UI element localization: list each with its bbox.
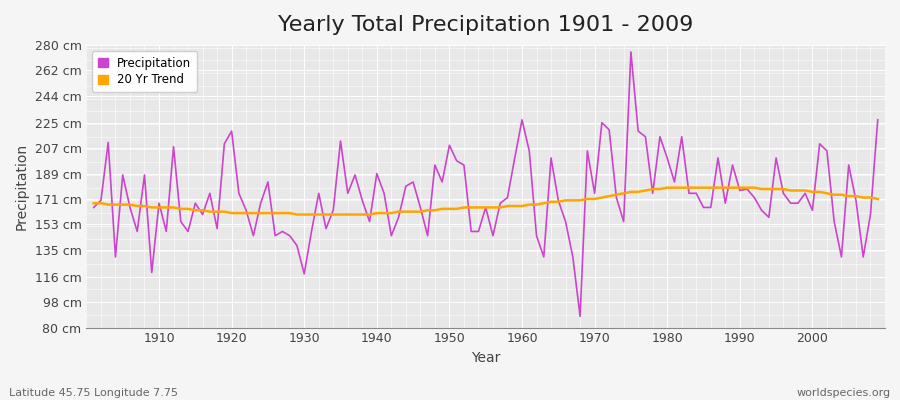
Legend: Precipitation, 20 Yr Trend: Precipitation, 20 Yr Trend: [93, 51, 197, 92]
20 Yr Trend: [357, 212, 368, 217]
Precipitation: [611, 195, 622, 200]
20 Yr Trend: [313, 212, 324, 217]
Line: 20 Yr Trend: 20 Yr Trend: [94, 188, 878, 214]
Precipitation: [575, 314, 586, 319]
X-axis label: Year: Year: [471, 351, 500, 365]
Precipitation: [626, 50, 636, 54]
20 Yr Trend: [517, 204, 527, 208]
20 Yr Trend: [292, 212, 302, 217]
Precipitation: [88, 205, 99, 210]
20 Yr Trend: [88, 201, 99, 206]
Precipitation: [872, 118, 883, 122]
Line: Precipitation: Precipitation: [94, 52, 878, 316]
Precipitation: [306, 229, 317, 234]
20 Yr Trend: [524, 202, 535, 207]
Precipitation: [509, 156, 520, 160]
20 Yr Trend: [662, 185, 672, 190]
Text: worldspecies.org: worldspecies.org: [796, 388, 891, 398]
Precipitation: [147, 270, 158, 275]
Text: Latitude 45.75 Longitude 7.75: Latitude 45.75 Longitude 7.75: [9, 388, 178, 398]
Precipitation: [517, 118, 527, 122]
Y-axis label: Precipitation: Precipitation: [15, 143, 29, 230]
20 Yr Trend: [147, 205, 158, 210]
20 Yr Trend: [872, 196, 883, 201]
Title: Yearly Total Precipitation 1901 - 2009: Yearly Total Precipitation 1901 - 2009: [278, 15, 693, 35]
Precipitation: [349, 172, 360, 177]
20 Yr Trend: [611, 192, 622, 197]
